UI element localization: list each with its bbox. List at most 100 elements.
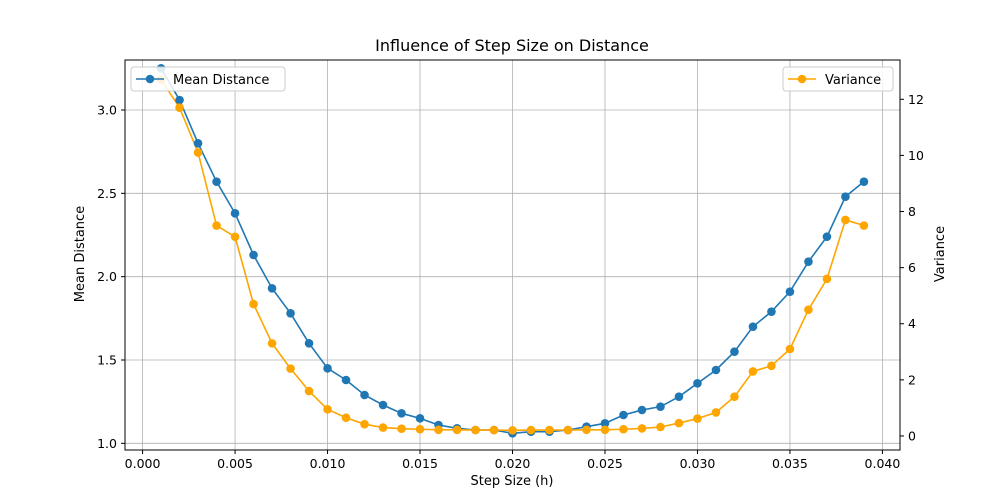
mean-distance-point [267, 284, 277, 293]
legend-mean-distance: Mean Distance [130, 66, 286, 92]
x-tick-label: 0.020 [495, 456, 531, 471]
y-axis-right-label: Variance [933, 226, 948, 282]
variance-point [341, 413, 351, 423]
mean-distance-legend-marker [145, 74, 155, 84]
variance-point [193, 148, 203, 157]
variance-point [637, 424, 647, 433]
x-tick-label: 0.025 [587, 456, 623, 471]
variance-point [212, 221, 221, 230]
mean-distance-point [822, 232, 832, 241]
y-axis-right: 0 2 4 6 8 10 12 [900, 92, 924, 443]
mean-distance-point [360, 390, 369, 400]
chart-title: Influence of Step Size on Distance [375, 36, 649, 55]
x-tick-label: 0.010 [310, 456, 346, 471]
mean-distance-point [341, 375, 351, 385]
variance-point [267, 339, 277, 348]
mean-distance-point [212, 177, 221, 186]
variance-point [471, 425, 480, 435]
variance-point [378, 423, 388, 432]
x-axis: 0.000 0.005 0.010 0.015 0.020 0.025 0.030 0.035… [125, 450, 901, 471]
variance-point [674, 418, 684, 428]
x-tick-label: 0.030 [680, 456, 716, 471]
variance-point [489, 425, 499, 435]
y-left-tick-label: 3.0 [97, 103, 117, 118]
variance-point [508, 426, 517, 435]
y-right-tick-label: 6 [908, 260, 916, 275]
y-left-tick-label: 1.5 [97, 353, 117, 368]
mean-distance-point [730, 347, 739, 356]
variance-point [693, 414, 702, 423]
mean-distance-point [397, 409, 406, 418]
variance-point [230, 232, 240, 242]
mean-distance-point [378, 400, 388, 410]
variance-point [822, 274, 832, 284]
mean-distance-point [674, 392, 684, 401]
mean-distance-point [249, 250, 258, 260]
y-right-tick-label: 8 [908, 204, 916, 219]
variance-point [452, 425, 462, 435]
variance-point [526, 425, 536, 435]
variance-point [748, 367, 758, 376]
variance-point [841, 215, 850, 225]
variance-point [415, 424, 425, 434]
variance-point [563, 425, 573, 435]
series-points [156, 64, 869, 438]
variance-point [434, 425, 443, 435]
mean-distance-point [637, 405, 647, 415]
mean-distance-point [619, 410, 628, 420]
mean-distance-point [859, 177, 869, 186]
variance-point [600, 425, 610, 435]
mean-distance-point [286, 309, 295, 318]
mean-distance-point [693, 379, 702, 388]
mean-distance-point [304, 339, 314, 348]
mean-distance-point [600, 419, 610, 428]
mean-distance-point [748, 322, 758, 331]
x-tick-label: 0.000 [125, 456, 161, 471]
variance-point [360, 419, 369, 429]
y-axis-left-label: Mean Distance [73, 206, 88, 302]
y-right-tick-label: 10 [908, 148, 924, 163]
mean-distance-point [175, 95, 184, 105]
variance-point [323, 405, 332, 414]
variance-point [619, 424, 628, 434]
mean-distance-point [415, 414, 425, 423]
variance-point [656, 422, 665, 432]
y-right-tick-label: 0 [908, 428, 916, 443]
x-tick-label: 0.015 [402, 456, 438, 471]
mean-distance-point [193, 139, 203, 148]
x-axis-label: Step Size (h) [471, 474, 554, 489]
variance-point [785, 344, 795, 354]
legend-variance: Variance [782, 66, 894, 92]
legend-box [782, 66, 894, 92]
y-left-tick-label: 1.0 [97, 436, 117, 451]
variance-point [397, 424, 406, 433]
mean-distance-point [230, 209, 240, 218]
y-right-tick-label: 2 [908, 372, 916, 387]
mean-distance-point [767, 307, 776, 316]
legend-box [130, 66, 286, 92]
variance-point [804, 305, 813, 315]
mean-distance-point [841, 192, 850, 201]
grid [125, 60, 900, 450]
y-right-tick-label: 4 [908, 316, 916, 331]
y-right-tick-label: 12 [908, 92, 924, 107]
variance-legend-marker [797, 74, 807, 84]
variance-point [859, 221, 869, 230]
variance-point [545, 425, 554, 435]
y-left-tick-label: 2.0 [97, 269, 117, 284]
variance-point [730, 392, 739, 401]
variance-point [304, 386, 314, 396]
variance-point [175, 103, 184, 112]
legend-label: Variance [825, 73, 881, 88]
x-tick-label: 0.040 [865, 456, 901, 471]
y-axis-left: 1.0 1.5 2.0 2.5 3.0 [97, 103, 125, 451]
variance-point [711, 408, 721, 417]
mean-distance-point [323, 364, 332, 373]
variance-point [767, 361, 776, 371]
y-left-tick-label: 2.5 [97, 186, 117, 201]
mean-distance-point [785, 287, 795, 296]
mean-distance-point [711, 365, 721, 375]
x-tick-label: 0.035 [772, 456, 808, 471]
variance-point [582, 425, 591, 435]
